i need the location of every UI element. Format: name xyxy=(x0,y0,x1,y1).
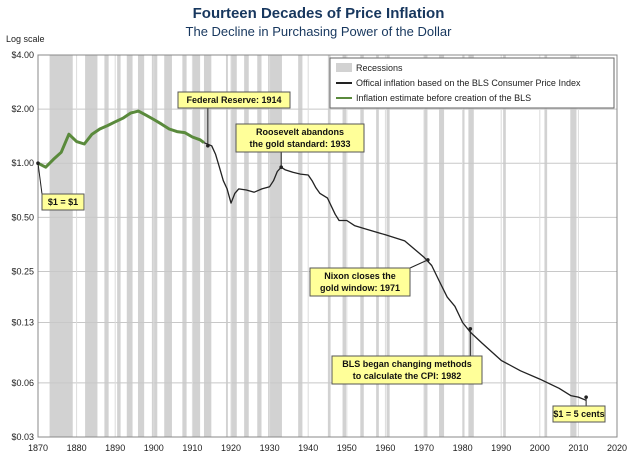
recession-band xyxy=(376,55,379,437)
annotation-text: $1 = $1 xyxy=(48,197,78,207)
y-tick-label: $0.06 xyxy=(11,378,34,388)
annotation-arrowhead xyxy=(468,326,473,331)
y-tick-label: $2.00 xyxy=(11,104,34,114)
recession-band xyxy=(126,55,133,437)
x-tick-label: 1930 xyxy=(260,443,280,453)
recession-band xyxy=(268,55,282,437)
annotation-arrowhead xyxy=(426,258,430,262)
series-lines xyxy=(37,109,587,401)
recession-band xyxy=(164,55,172,437)
recession-band xyxy=(117,55,121,437)
chart-title: Fourteen Decades of Price Inflation xyxy=(192,5,445,22)
recession-band xyxy=(423,55,428,437)
x-tick-label: 1990 xyxy=(491,443,511,453)
legend-swatch-recessions xyxy=(336,63,352,72)
annotation-box xyxy=(235,123,365,153)
chart-subtitle: The Decline in Purchasing Power of the D… xyxy=(185,24,452,39)
x-tick-label: 1950 xyxy=(337,443,357,453)
annotation-box xyxy=(552,405,606,423)
annotation-box xyxy=(177,91,291,109)
y-tick-label: $4.00 xyxy=(11,50,34,60)
annotation-arrowhead xyxy=(584,395,588,399)
recession-band xyxy=(544,55,548,437)
series-line-pre-bls xyxy=(37,109,205,169)
x-tick-label: 1960 xyxy=(375,443,395,453)
recession-band xyxy=(225,55,228,437)
x-tick-label: 1900 xyxy=(144,443,164,453)
recession-band xyxy=(462,55,465,437)
recession-band xyxy=(257,55,262,437)
plot-area-border xyxy=(37,54,618,438)
annotation-arrowhead xyxy=(206,144,210,148)
series-line-bls-cpi xyxy=(203,142,587,401)
recession-band xyxy=(503,55,506,437)
recession-band xyxy=(439,55,445,437)
x-tick-label: 1870 xyxy=(28,443,48,453)
recession-band xyxy=(327,55,331,437)
x-tick-label: 1890 xyxy=(105,443,125,453)
x-tick-label: 1920 xyxy=(221,443,241,453)
annotation-text: BLS began changing methods xyxy=(342,359,472,369)
recession-band xyxy=(203,55,212,437)
recession-band xyxy=(104,55,109,437)
recession-band xyxy=(85,55,98,437)
recession-band xyxy=(386,55,390,437)
x-tick-label: 1970 xyxy=(414,443,434,453)
x-tick-label: 1980 xyxy=(453,443,473,453)
annotation-text: the gold standard: 1933 xyxy=(249,139,350,149)
y-tick-label: $0.13 xyxy=(11,318,34,328)
legend: Recessions Offical inflation based on the… xyxy=(329,57,615,109)
axes: $4.00 $2.00 $1.00 $0.50 $0.25 $0.13 $0.06 $0.03… xyxy=(11,50,627,453)
recession-band xyxy=(137,55,145,437)
x-tick-label: 1940 xyxy=(298,443,318,453)
annotation-box xyxy=(331,355,483,385)
annotation-text: gold window: 1971 xyxy=(320,283,400,293)
annotation-text: Roosevelt abandons xyxy=(256,127,344,137)
y-tick-label: $0.50 xyxy=(11,212,34,222)
recession-band xyxy=(182,55,187,437)
recession-band xyxy=(192,55,201,437)
y-tick-label: $1.00 xyxy=(11,158,34,168)
annotation-text: to calculate the CPI: 1982 xyxy=(353,371,462,381)
legend-label: Inflation estimate before creation of th… xyxy=(356,93,531,103)
y-tick-label: $0.25 xyxy=(11,266,34,276)
annotation-text: Federal Reserve: 1914 xyxy=(186,95,281,105)
annotations: $1 = $1 Federal Reserve: 1914 Roosevelt ab… xyxy=(36,91,606,423)
recession-band xyxy=(360,55,364,437)
annotation-text: Nixon closes the xyxy=(324,271,396,281)
x-tick-label: 2010 xyxy=(568,443,588,453)
x-tick-label: 2000 xyxy=(530,443,550,453)
recession-band xyxy=(342,55,347,437)
legend-label: Offical inflation based on the BLS Consu… xyxy=(356,78,581,88)
recession-bands xyxy=(49,55,577,437)
recession-band xyxy=(49,55,73,437)
recession-band xyxy=(298,55,303,437)
x-tick-label: 1910 xyxy=(182,443,202,453)
recession-band xyxy=(151,55,158,437)
annotation-box xyxy=(309,267,411,297)
annotation-text: $1 = 5 cents xyxy=(553,409,604,419)
annotation-arrow xyxy=(37,163,43,195)
y-tick-label: $0.03 xyxy=(11,432,34,442)
x-tick-label: 1880 xyxy=(67,443,87,453)
annotation-arrow xyxy=(409,259,429,269)
y-axis-label: Log scale xyxy=(6,34,45,44)
recession-band xyxy=(231,55,237,437)
x-tick-label: 2020 xyxy=(607,443,627,453)
annotation-box xyxy=(41,193,85,211)
legend-box xyxy=(329,57,615,109)
legend-label: Recessions xyxy=(356,63,403,73)
recession-band xyxy=(244,55,249,437)
recession-band xyxy=(570,55,577,437)
annotation-arrowhead xyxy=(279,165,283,170)
grid-lines xyxy=(37,54,618,438)
recession-band xyxy=(468,55,474,437)
annotation-arrowhead xyxy=(36,161,40,166)
